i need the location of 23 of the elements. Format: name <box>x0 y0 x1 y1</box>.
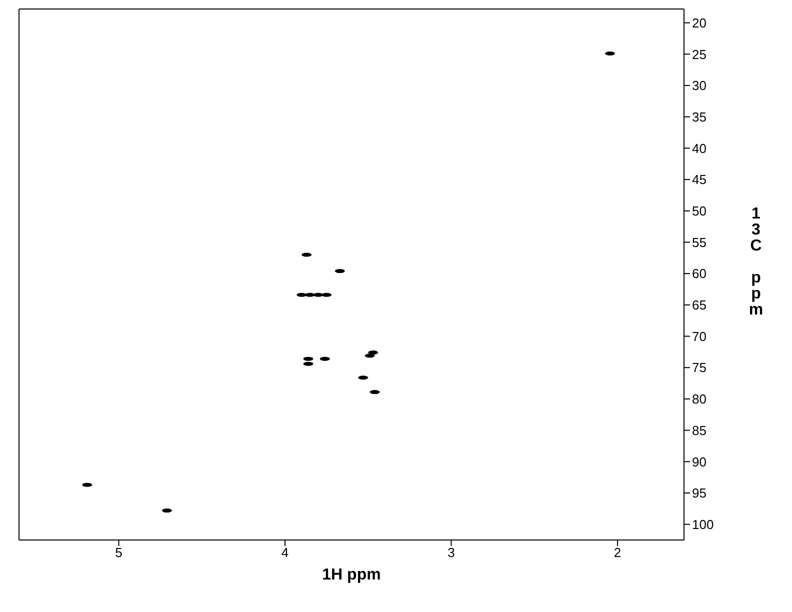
y-axis-title: 13C ppm <box>748 206 764 318</box>
y-tick-label: 30 <box>692 78 706 94</box>
y-tick-label: 75 <box>692 360 706 376</box>
x-tick-label: 4 <box>281 545 289 560</box>
y-tick-label: 80 <box>692 392 706 407</box>
x-tick-label: 5 <box>115 545 122 560</box>
y-tick-label: 45 <box>692 172 706 188</box>
y-tick-label: 40 <box>692 140 706 156</box>
y-tick-label: 60 <box>692 266 706 282</box>
y-tick-label: 20 <box>692 15 706 30</box>
y-tick-label: 100 <box>692 516 714 532</box>
y-tick-label: 85 <box>692 422 706 438</box>
x-tick-label: 2 <box>614 545 622 560</box>
y-tick-label: 90 <box>692 454 706 470</box>
y-tick-label: 55 <box>692 234 706 250</box>
x-tick-label: 3 <box>448 545 455 560</box>
y-tick-label: 65 <box>692 298 706 313</box>
y-tick-label: 95 <box>692 486 706 501</box>
y-tick-label: 70 <box>692 328 706 344</box>
y-tick-label: 25 <box>692 46 706 62</box>
y-tick-label: 50 <box>692 203 706 218</box>
x-axis-title: 1H ppm <box>322 566 381 584</box>
y-tick-label: 35 <box>692 109 706 124</box>
